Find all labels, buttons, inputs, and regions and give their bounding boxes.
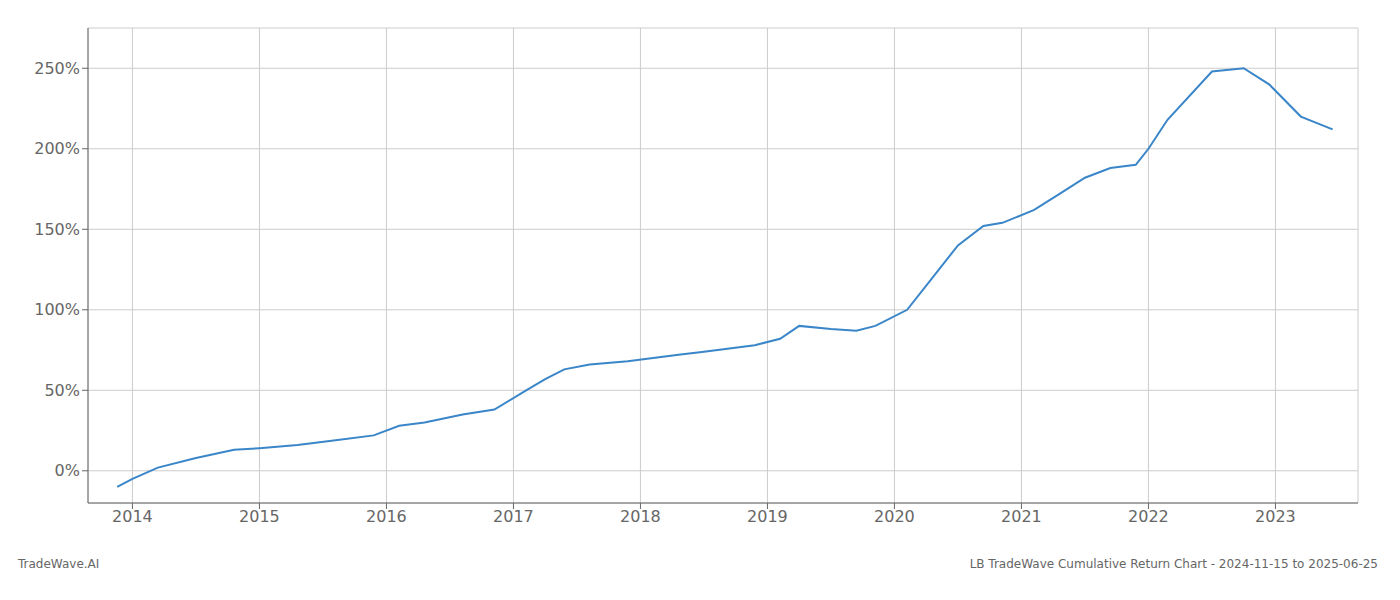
html-text:TradeWave.AI: TradeWave.AI	[18, 557, 100, 571]
svg-text:0%: 0%	[55, 461, 80, 480]
svg-text:2020: 2020	[874, 507, 915, 526]
svg-text:50%: 50%	[44, 381, 80, 400]
html-text:LB TradeWave Cumulative Return: LB TradeWave Cumulative Return Chart - 2…	[969, 557, 1378, 571]
svg-text:2014: 2014	[112, 507, 153, 526]
svg-text:2017: 2017	[493, 507, 534, 526]
svg-text:2018: 2018	[620, 507, 661, 526]
svg-text:2016: 2016	[366, 507, 407, 526]
svg-text:2015: 2015	[239, 507, 280, 526]
svg-text:2021: 2021	[1001, 507, 1042, 526]
svg-text:100%: 100%	[34, 300, 80, 319]
svg-text:150%: 150%	[34, 220, 80, 239]
svg-text:2022: 2022	[1128, 507, 1169, 526]
svg-text:200%: 200%	[34, 139, 80, 158]
svg-text:2019: 2019	[747, 507, 788, 526]
svg-text:250%: 250%	[34, 59, 80, 78]
svg-text:2023: 2023	[1255, 507, 1296, 526]
